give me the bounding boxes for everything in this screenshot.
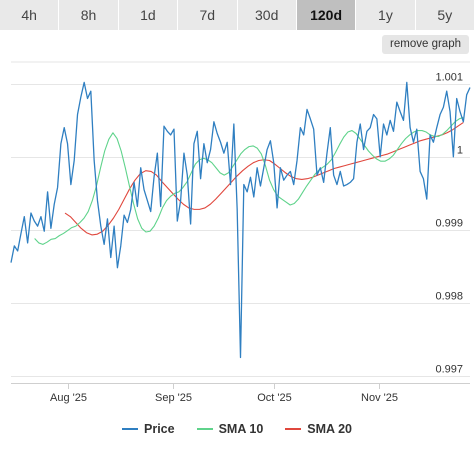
time-range-tabs: 4h 8h 1d 7d 30d 120d 1y 5y: [0, 0, 474, 30]
tab-1y[interactable]: 1y: [356, 0, 416, 30]
legend-label: SMA 20: [307, 422, 352, 436]
legend-swatch: [285, 428, 302, 430]
tab-7d[interactable]: 7d: [178, 0, 238, 30]
x-tick-label: Sep '25: [155, 392, 192, 404]
x-tick-label: Nov '25: [361, 392, 398, 404]
series-line-sma10: [34, 116, 464, 245]
y-tick-label: 1.001: [435, 72, 463, 84]
y-tick-label: 1: [457, 145, 463, 157]
legend-label: Price: [144, 422, 175, 436]
legend-item-price[interactable]: Price: [122, 422, 175, 436]
series-line-price: [10, 81, 471, 359]
chart-grid: [11, 61, 470, 377]
tab-8h[interactable]: 8h: [59, 0, 119, 30]
chart-legend: Price SMA 10 SMA 20: [0, 419, 474, 439]
x-axis: Aug '25 Sep '25 Oct '25 Nov '25: [11, 383, 470, 404]
y-tick-label: 0.997: [435, 364, 463, 376]
tab-30d[interactable]: 30d: [237, 0, 297, 30]
tab-1d[interactable]: 1d: [118, 0, 179, 30]
legend-swatch: [196, 428, 213, 430]
tab-120d[interactable]: 120d: [296, 0, 357, 30]
chart-lines: [10, 81, 471, 359]
y-tick-label: 0.999: [435, 218, 463, 230]
legend-label: SMA 10: [218, 422, 264, 436]
legend-item-sma20[interactable]: SMA 20: [285, 422, 352, 436]
legend-swatch: [122, 428, 138, 430]
x-tick-label: Oct '25: [257, 392, 292, 404]
tab-4h[interactable]: 4h: [0, 0, 60, 30]
remove-graph-button[interactable]: remove graph: [382, 35, 469, 54]
tab-5y[interactable]: 5y: [415, 0, 474, 30]
y-axis-labels: 0.997 0.998 0.999 1 1.001: [435, 72, 463, 376]
y-tick-label: 0.998: [435, 291, 463, 303]
legend-item-sma10[interactable]: SMA 10: [196, 422, 264, 436]
x-tick-label: Aug '25: [50, 392, 87, 404]
